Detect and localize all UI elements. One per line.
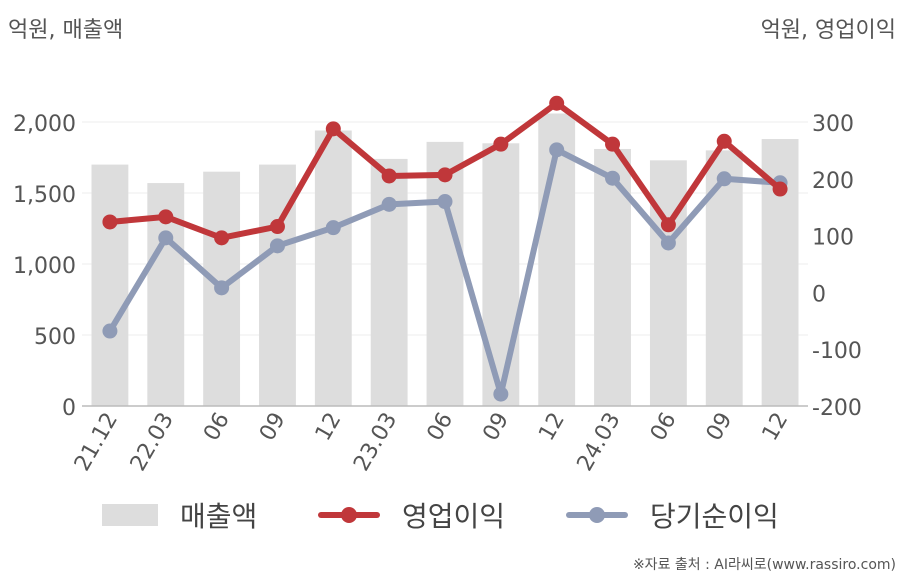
legend-label-net-income: 당기순이익 <box>650 500 779 533</box>
net-income-point <box>660 235 676 251</box>
right-axis-tick-label: 100 <box>812 226 854 251</box>
net-income-point <box>102 323 118 339</box>
net-income-point <box>269 238 285 254</box>
legend-label-operating-profit: 영업이익 <box>402 500 506 533</box>
net-income-point <box>493 386 509 402</box>
legend-label-revenue: 매출액 <box>180 500 258 533</box>
x-axis-tick-label: 23.03 <box>349 409 402 476</box>
left-axis-tick-label: 1,000 <box>13 254 76 279</box>
x-axis-tick-label: 06 <box>199 409 235 446</box>
revenue-bar <box>314 130 352 406</box>
left-axis-tick-label: 0 <box>62 396 76 421</box>
x-axis-tick-label: 21.12 <box>70 409 123 476</box>
operating-profit-point <box>269 219 285 235</box>
revenue-bar <box>594 148 631 407</box>
net-income-point <box>214 280 230 296</box>
net-income-point <box>605 170 621 186</box>
operating-profit-point <box>381 168 397 184</box>
right-axis-tick-label: 200 <box>812 169 854 194</box>
legend-item-net-income: 당기순이익 <box>566 490 779 540</box>
x-axis-tick-label: 24.03 <box>573 409 626 476</box>
right-axis-tick-label: -200 <box>812 396 862 421</box>
operating-profit-point <box>605 136 621 152</box>
operating-profit-point <box>716 133 732 149</box>
revenue-bar <box>91 164 129 406</box>
net-income-point <box>158 230 174 246</box>
left-axis-tick-label: 2,000 <box>13 112 76 137</box>
legend-item-operating-profit: 영업이익 <box>318 490 505 540</box>
operating-profit-point <box>493 136 509 152</box>
net-income-point <box>325 220 341 236</box>
x-axis-tick-label: 06 <box>423 409 459 446</box>
revenue-bar <box>482 143 520 407</box>
right-axis-tick-label: -100 <box>812 339 862 364</box>
revenue-bar <box>370 158 408 406</box>
x-axis-tick-label: 12 <box>534 409 570 446</box>
operating-profit-point <box>158 209 174 225</box>
revenue-bar <box>649 160 687 406</box>
x-axis-tick-label: 12 <box>758 409 794 446</box>
net-income-point <box>549 142 565 158</box>
source-note: ※자료 출처 : AI라씨로(www.rassiro.com) <box>632 557 896 573</box>
plot-area: 0 500 1,000 1,500 2,000 -200 -100 0 100 200 300 21.… <box>13 95 862 476</box>
right-axis-tick-label: 0 <box>812 282 826 307</box>
net-income-point <box>716 171 732 187</box>
net-income-point <box>381 196 397 212</box>
legend-swatch-revenue <box>102 504 158 526</box>
x-axis-tick-label: 09 <box>255 409 291 446</box>
left-axis-tick-label: 1,500 <box>13 183 76 208</box>
legend-swatch-operating-profit <box>318 504 380 526</box>
x-axis-tick-label: 06 <box>646 409 682 446</box>
x-axis-tick-label: 09 <box>478 409 514 446</box>
legend-item-revenue: 매출액 <box>102 490 257 540</box>
left-axis-unit-label: 억원, 매출액 <box>8 18 124 43</box>
right-axis-tick-label: 300 <box>812 112 854 137</box>
legend-swatch-net-income <box>566 504 628 526</box>
operating-profit-point <box>102 214 118 230</box>
revenue-bar <box>705 150 743 406</box>
legend: 매출액 영업이익 당기순이익 <box>0 490 908 540</box>
x-axis-tick-label: 09 <box>702 409 738 446</box>
operating-profit-point <box>772 181 788 197</box>
operating-profit-point <box>437 167 453 183</box>
operating-profit-point <box>325 121 341 137</box>
net-income-point <box>437 194 453 210</box>
operating-profit-point <box>660 217 676 233</box>
revenue-bar <box>426 141 464 406</box>
operating-profit-point <box>214 230 230 246</box>
x-axis-tick-label: 22.03 <box>126 409 179 476</box>
operating-profit-point <box>549 95 565 111</box>
left-axis-tick-label: 500 <box>34 325 76 350</box>
x-axis-tick-label: 12 <box>311 409 347 446</box>
right-axis-unit-label: 억원, 영업이익 <box>760 18 896 43</box>
